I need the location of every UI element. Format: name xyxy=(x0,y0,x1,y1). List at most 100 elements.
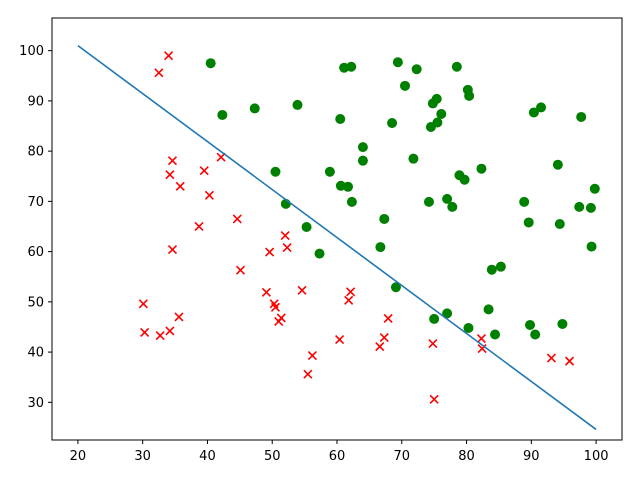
data-point-cross xyxy=(344,295,354,305)
data-point-circle xyxy=(528,107,539,118)
data-point-cross xyxy=(428,338,438,349)
data-point-circle xyxy=(292,99,303,110)
x-tick-label: 60 xyxy=(329,449,346,464)
data-point-cross xyxy=(379,332,389,343)
data-point-cross xyxy=(303,369,313,379)
data-point-cross xyxy=(383,313,393,323)
data-point-circle xyxy=(387,117,398,128)
data-point-circle xyxy=(490,329,501,340)
data-point-cross xyxy=(564,356,575,366)
data-point-circle xyxy=(436,108,447,119)
data-point-cross xyxy=(235,265,246,275)
data-point-circle xyxy=(335,113,346,124)
data-point-circle xyxy=(314,248,325,259)
data-point-circle xyxy=(536,102,547,113)
data-point-cross xyxy=(261,287,271,297)
data-point-circle xyxy=(525,319,536,330)
data-point-circle xyxy=(530,329,541,340)
data-point-circle xyxy=(442,193,453,204)
data-point-circle xyxy=(392,57,403,68)
y-tick-label: 30 xyxy=(27,396,44,411)
data-point-circle xyxy=(400,80,411,91)
plot-area xyxy=(77,44,600,431)
data-point-circle xyxy=(586,241,597,252)
x-tick-label: 50 xyxy=(264,449,281,464)
data-point-cross xyxy=(204,190,214,200)
data-point-circle xyxy=(523,217,534,228)
data-point-circle xyxy=(346,196,357,207)
data-point-cross xyxy=(476,333,487,344)
x-tick-label: 70 xyxy=(393,449,410,464)
data-point-cross xyxy=(546,353,556,363)
data-point-cross xyxy=(165,326,175,336)
data-point-cross xyxy=(270,302,281,312)
data-point-circle xyxy=(217,109,228,120)
data-point-circle xyxy=(495,261,506,272)
data-point-cross xyxy=(276,313,286,323)
y-tick-label: 70 xyxy=(27,195,44,210)
data-point-circle xyxy=(270,166,281,177)
data-point-circle xyxy=(442,308,453,319)
data-point-circle xyxy=(205,58,216,69)
data-point-circle xyxy=(390,282,401,293)
data-point-cross xyxy=(155,330,165,341)
y-tick-label: 50 xyxy=(27,295,44,310)
data-point-cross xyxy=(154,68,164,78)
data-point-circle xyxy=(346,61,357,72)
y-tick-label: 90 xyxy=(27,94,44,109)
data-point-circle xyxy=(408,153,419,164)
data-point-cross xyxy=(199,166,209,176)
data-point-cross xyxy=(232,214,242,224)
data-point-circle xyxy=(357,142,368,153)
data-point-circle xyxy=(451,61,462,72)
data-point-circle xyxy=(343,181,354,192)
data-point-circle xyxy=(357,155,368,166)
data-point-cross xyxy=(174,312,184,322)
data-point-cross xyxy=(335,334,345,345)
x-tick-label: 40 xyxy=(199,449,216,464)
data-point-circle xyxy=(552,159,563,170)
y-tick-label: 40 xyxy=(27,346,44,361)
data-point-circle xyxy=(423,196,434,207)
data-point-circle xyxy=(432,117,443,128)
data-point-cross xyxy=(346,287,356,297)
data-point-cross xyxy=(297,285,307,295)
x-tick-label: 20 xyxy=(70,449,87,464)
x-tick-label: 90 xyxy=(523,449,540,464)
data-point-cross xyxy=(307,351,317,361)
data-point-cross xyxy=(167,156,178,166)
data-point-circle xyxy=(476,163,487,174)
data-point-circle xyxy=(519,196,530,207)
data-point-cross xyxy=(477,344,487,354)
data-point-circle xyxy=(574,201,585,212)
data-point-cross xyxy=(164,51,174,61)
data-point-cross xyxy=(165,170,175,180)
axis-ticks: 20 30 40 50 60 70 80 90 100 30 40 50 60 70 80 90 100 xyxy=(19,44,608,464)
data-point-cross xyxy=(140,327,150,338)
axes-frame xyxy=(51,17,623,441)
data-point-circle xyxy=(249,103,260,114)
y-tick-label: 80 xyxy=(27,145,44,160)
data-point-circle xyxy=(429,313,440,324)
data-point-circle xyxy=(301,221,312,232)
x-tick-label: 80 xyxy=(458,449,475,464)
data-point-circle xyxy=(464,90,475,101)
y-tick-label: 100 xyxy=(19,44,44,59)
data-point-circle xyxy=(576,111,587,122)
data-point-cross xyxy=(138,299,148,309)
data-point-circle xyxy=(324,166,335,177)
data-point-circle xyxy=(447,201,458,212)
data-point-circle xyxy=(483,304,494,315)
x-tick-label: 100 xyxy=(584,449,609,464)
data-point-circle xyxy=(459,174,470,185)
data-point-cross xyxy=(175,181,185,191)
data-point-circle xyxy=(379,213,390,224)
x-tick-label: 30 xyxy=(134,449,151,464)
data-point-cross xyxy=(282,243,292,253)
data-point-circle xyxy=(411,64,422,75)
data-point-circle xyxy=(375,242,386,253)
data-point-cross xyxy=(375,341,385,352)
data-point-circle xyxy=(463,322,474,333)
data-point-cross xyxy=(265,247,275,257)
